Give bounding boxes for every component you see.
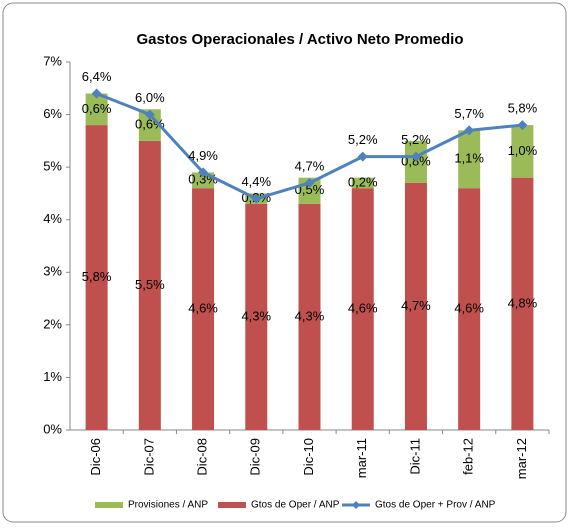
x-tick-label: mar-11	[354, 438, 369, 478]
bar-label: 0,6%	[82, 101, 112, 116]
line-marker	[251, 193, 262, 204]
x-tick-label: Dic-06	[88, 438, 103, 476]
line-label: 5,8%	[508, 101, 538, 116]
bar	[138, 140, 161, 430]
y-tick-label: 1%	[43, 369, 62, 384]
bar	[298, 203, 321, 430]
line-label: 4,9%	[188, 148, 218, 163]
y-tick-label: 7%	[43, 53, 62, 68]
bar-label: 4,6%	[188, 301, 218, 316]
line-label: 5,2%	[401, 132, 431, 147]
bar	[192, 188, 215, 430]
bar	[245, 203, 268, 430]
bar	[458, 188, 481, 430]
bar-label: 5,8%	[82, 269, 112, 284]
legend-label: Provisiones / ANP	[128, 500, 208, 511]
bar	[511, 177, 534, 430]
x-tick-label: feb-12	[461, 438, 476, 475]
x-tick-label: Dic-07	[141, 438, 156, 476]
line-label: 5,7%	[454, 106, 484, 121]
line-label: 4,4%	[241, 174, 271, 189]
bar	[85, 93, 108, 126]
bar	[351, 188, 374, 430]
bar	[404, 140, 427, 183]
y-tick-label: 4%	[43, 211, 62, 226]
line-marker	[304, 177, 315, 188]
legend-label: Gtos de Oper + Prov / ANP	[375, 500, 496, 511]
x-tick-label: mar-12	[514, 438, 529, 479]
chart-title: Gastos Operacionales / Activo Neto Prome…	[136, 31, 463, 48]
line-marker	[198, 167, 209, 178]
line-marker	[91, 88, 102, 99]
legend-label: Gtos de Oper / ANP	[251, 500, 340, 511]
bar	[351, 177, 374, 189]
line-marker	[464, 125, 475, 136]
y-tick-label: 5%	[43, 159, 62, 174]
x-tick-label: Dic-08	[194, 438, 209, 476]
bar-label: 5,5%	[135, 277, 165, 292]
bar	[511, 125, 534, 178]
line-marker	[410, 151, 421, 162]
bar-label: 4,3%	[241, 308, 271, 323]
line-marker	[357, 151, 368, 162]
bar	[458, 130, 481, 189]
x-tick-label: Dic-11	[407, 438, 422, 475]
bar	[404, 182, 427, 430]
y-tick-label: 3%	[43, 264, 62, 279]
y-tick-label: 0%	[43, 421, 62, 436]
bar-label: 4,8%	[508, 295, 538, 310]
bar-label: 1,1%	[454, 151, 484, 166]
bar	[138, 109, 161, 141]
line-label: 6,4%	[82, 69, 112, 84]
bar-label: 1,0%	[508, 143, 538, 158]
bar	[85, 125, 108, 430]
legend-swatch	[218, 502, 246, 508]
line-label: 5,2%	[348, 132, 378, 147]
x-tick-label: Dic-10	[301, 438, 316, 476]
bar-label: 0,6%	[135, 117, 165, 132]
bar-label: 0,2%	[348, 174, 378, 189]
bar-label: 4,3%	[295, 308, 325, 323]
legend-swatch	[95, 502, 123, 508]
legend-marker	[352, 501, 360, 509]
y-tick-label: 6%	[43, 106, 62, 121]
line-marker	[517, 120, 528, 131]
x-tick-label: Dic-09	[248, 438, 263, 476]
bar-label: 4,7%	[401, 298, 431, 313]
bar-label: 4,6%	[454, 301, 484, 316]
line-marker	[144, 109, 155, 120]
line-label: 4,7%	[295, 158, 325, 173]
bar-label: 4,6%	[348, 301, 378, 316]
line-label: 6,0%	[135, 90, 165, 105]
y-tick-label: 2%	[43, 316, 62, 331]
